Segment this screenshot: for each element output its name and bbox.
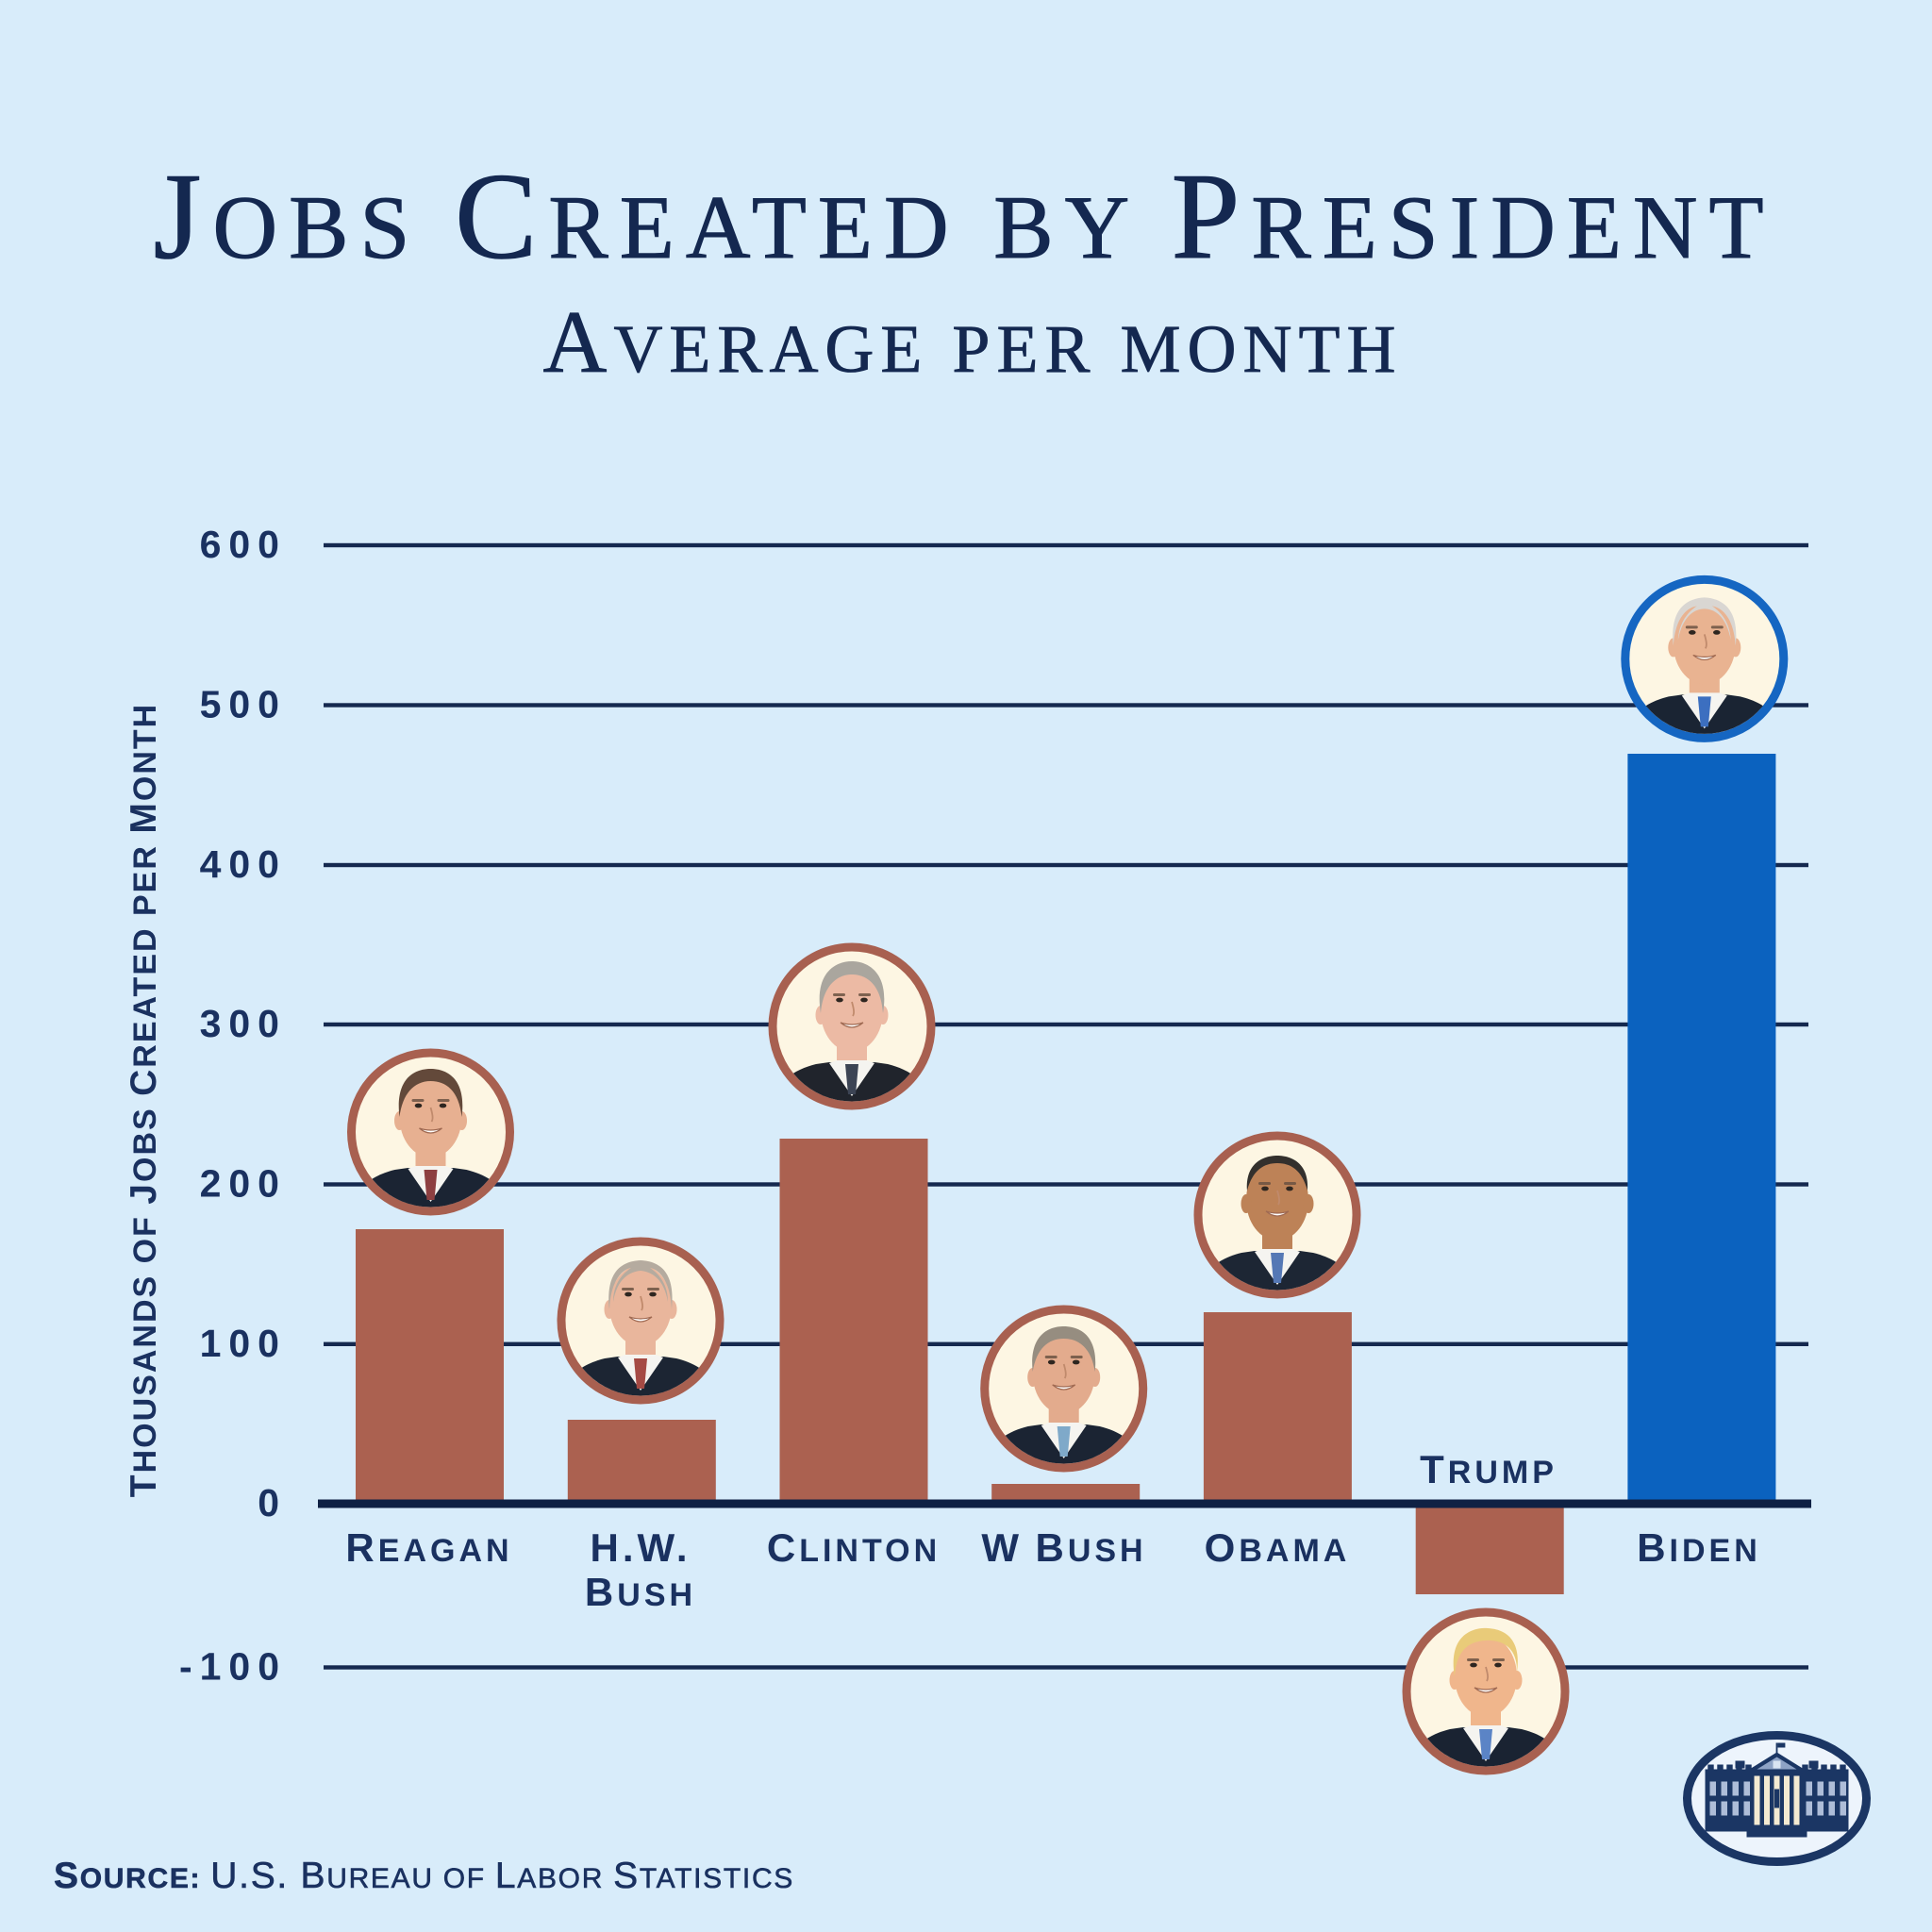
svg-text:400: 400 (200, 842, 287, 886)
svg-text:0: 0 (258, 1481, 287, 1524)
svg-text:JOBS CREATED BY PRESIDENT: JOBS CREATED BY PRESIDENT (153, 148, 1774, 285)
svg-text:REAGAN: REAGAN (345, 1525, 512, 1570)
svg-text:BIDEN: BIDEN (1637, 1525, 1761, 1570)
svg-text:THOUSANDS OF JOBS CREATED PER: THOUSANDS OF JOBS CREATED PER MONTH (124, 703, 164, 1497)
svg-text:TRUMP: TRUMP (1420, 1447, 1557, 1491)
svg-text:500: 500 (200, 683, 287, 726)
svg-text:-100: -100 (179, 1645, 287, 1689)
svg-text:CLINTON: CLINTON (767, 1525, 941, 1570)
svg-text:OBAMA: OBAMA (1205, 1525, 1351, 1570)
svg-text:W BUSH: W BUSH (981, 1525, 1146, 1570)
svg-text:H.W.: H.W. (591, 1525, 691, 1570)
svg-text:BUSH: BUSH (585, 1570, 696, 1614)
svg-text:300: 300 (200, 1002, 287, 1045)
svg-text:100: 100 (200, 1322, 287, 1365)
svg-text:200: 200 (200, 1162, 287, 1206)
svg-text:AVERAGE PER MONTH: AVERAGE PER MONTH (543, 293, 1403, 391)
svg-text:600: 600 (200, 523, 287, 566)
svg-text:SOURCE: U.S. BUREAU OF LABOR S: SOURCE: U.S. BUREAU OF LABOR STATISTICS (54, 1856, 794, 1896)
